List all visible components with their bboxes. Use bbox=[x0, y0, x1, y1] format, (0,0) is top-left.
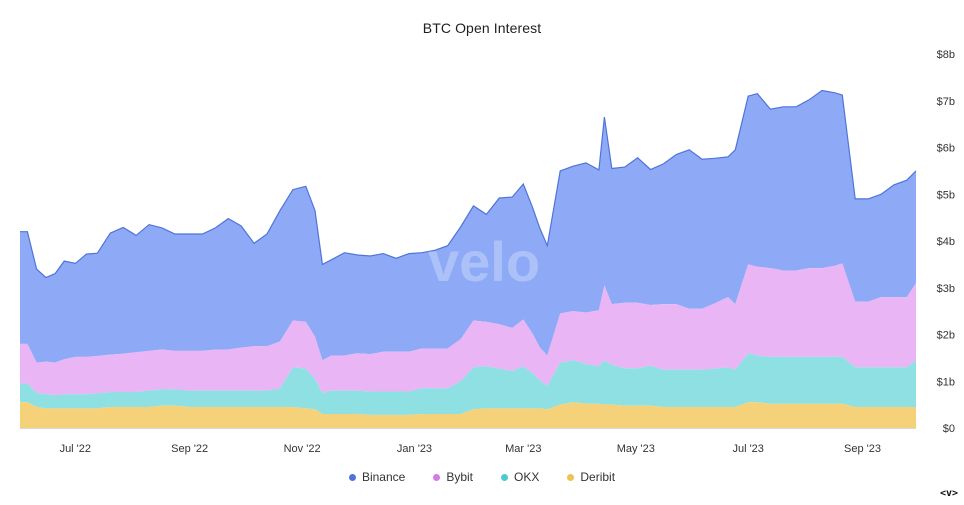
y-tick-label: $6b bbox=[937, 143, 955, 155]
legend-item-okx[interactable]: OKX bbox=[501, 470, 539, 484]
legend-dot-icon bbox=[501, 473, 509, 481]
x-tick-label: May '23 bbox=[617, 443, 655, 455]
x-tick-label: Mar '23 bbox=[505, 443, 541, 455]
legend-label: Binance bbox=[361, 470, 406, 484]
area-series-bybit bbox=[20, 263, 916, 396]
y-tick-label: $5b bbox=[937, 189, 955, 201]
y-tick-label: $8b bbox=[937, 49, 955, 61]
legend-label: Deribit bbox=[580, 470, 616, 484]
y-axis: $0 $1b $2b $3b $4b $5b $6b $7b $8b bbox=[937, 49, 955, 435]
y-tick-label: $2b bbox=[937, 330, 955, 342]
area-series-binance bbox=[20, 90, 916, 363]
line-series-binance-top bbox=[20, 89, 917, 279]
expand-toggle[interactable]: <v> bbox=[939, 488, 958, 499]
area-series-deribit bbox=[20, 402, 916, 428]
x-tick-label: Jul '22 bbox=[60, 443, 91, 455]
legend-item-deribit[interactable]: Deribit bbox=[567, 470, 615, 484]
legend-label: Bybit bbox=[446, 470, 474, 484]
y-tick-label: $0 bbox=[943, 423, 955, 435]
watermark-logo: velo bbox=[428, 230, 540, 293]
y-tick-label: $4b bbox=[937, 236, 955, 248]
y-tick-label: $3b bbox=[937, 283, 955, 295]
legend-dot-icon bbox=[567, 473, 575, 481]
legend-dot-icon bbox=[348, 473, 356, 481]
chart-title: BTC Open Interest bbox=[422, 20, 542, 36]
y-tick-label: $1b bbox=[937, 376, 955, 388]
y-tick-label: $7b bbox=[937, 96, 955, 108]
legend-item-bybit[interactable]: Bybit bbox=[433, 470, 473, 484]
legend-label: OKX bbox=[514, 470, 540, 484]
area-series-okx bbox=[20, 353, 916, 415]
legend-item-binance[interactable]: Binance bbox=[348, 470, 406, 484]
x-axis: Jul '22 Sep '22 Nov '22 Jan '23 Mar '23 May '… bbox=[60, 443, 881, 455]
legend-dot-icon bbox=[433, 473, 441, 481]
x-tick-label: Nov '22 bbox=[284, 443, 321, 455]
x-tick-label: Jan '23 bbox=[397, 443, 432, 455]
legend: Binance Bybit OKX Deribit bbox=[0, 470, 964, 484]
x-tick-label: Sep '22 bbox=[171, 443, 208, 455]
x-tick-label: Sep '23 bbox=[844, 443, 881, 455]
x-tick-label: Jul '23 bbox=[732, 443, 763, 455]
series-areas bbox=[20, 89, 917, 428]
